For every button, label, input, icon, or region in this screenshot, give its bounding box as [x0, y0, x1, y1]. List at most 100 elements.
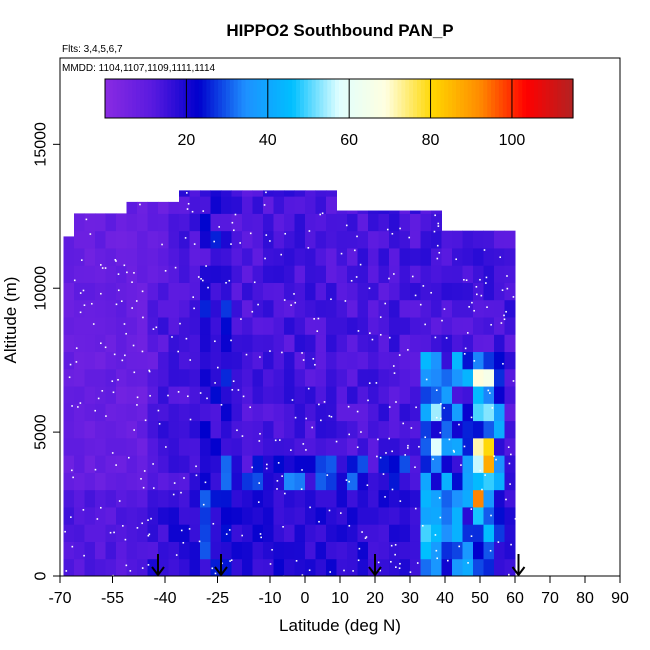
track-point	[323, 401, 326, 403]
track-point	[440, 403, 442, 405]
heatmap-cell	[504, 247, 516, 266]
heatmap-cell	[116, 420, 127, 439]
heatmap-cell	[126, 368, 138, 387]
y-tick-label: 15000	[33, 122, 50, 167]
heatmap-cell	[189, 558, 201, 577]
heatmap-cell	[504, 524, 516, 542]
heatmap-cell	[200, 190, 211, 197]
heatmap-cell	[462, 403, 474, 422]
heatmap-cell	[158, 506, 169, 525]
heatmap-cell	[473, 420, 484, 439]
heatmap-cell	[441, 506, 453, 525]
heatmap-cell	[452, 317, 463, 335]
heatmap-cell	[273, 247, 285, 266]
flights-note: Flts: 3,4,5,6,7	[62, 44, 123, 55]
heatmap-cell	[441, 265, 453, 283]
heatmap-cell	[168, 230, 180, 249]
track-point	[489, 392, 491, 394]
heatmap-cell	[305, 420, 316, 439]
heatmap-cell	[252, 506, 264, 525]
heatmap-cell	[210, 455, 222, 473]
colorbar-segment	[545, 79, 551, 118]
heatmap-cell	[273, 334, 285, 353]
heatmap-cell	[410, 334, 421, 353]
track-point	[307, 247, 310, 249]
heatmap-cell	[168, 420, 180, 439]
colorbar-segment	[510, 79, 516, 118]
heatmap-cell	[431, 386, 442, 404]
heatmap-cell	[462, 230, 474, 249]
heatmap-cell	[221, 437, 232, 456]
track-point	[94, 409, 97, 412]
heatmap-cell	[242, 265, 253, 283]
heatmap-cell	[158, 368, 169, 387]
heatmap-cell	[473, 506, 484, 525]
colorbar-segment	[471, 79, 477, 118]
colorbar-segment	[327, 79, 332, 118]
heatmap-cell	[483, 247, 495, 266]
heatmap-cell	[452, 541, 463, 560]
heatmap-cell	[63, 334, 75, 353]
heatmap-cell	[368, 210, 379, 214]
track-point	[395, 566, 397, 568]
track-point	[241, 435, 244, 437]
heatmap-cell	[357, 489, 369, 508]
heatmap-cell	[242, 317, 253, 335]
heatmap-cell	[126, 282, 138, 301]
track-point	[204, 481, 207, 484]
heatmap-cell	[315, 472, 327, 491]
heatmap-cell	[305, 368, 316, 387]
track-point	[490, 514, 492, 517]
track-point	[435, 389, 438, 392]
colorbar-tick-label: 20	[177, 132, 195, 149]
colorbar-segment	[225, 79, 231, 118]
colorbar-segment	[467, 79, 473, 118]
colorbar-segment	[339, 79, 344, 118]
heatmap-cell	[147, 247, 159, 266]
track-point	[393, 372, 396, 374]
heatmap-cell	[200, 317, 211, 335]
track-point	[114, 258, 117, 261]
colorbar-segment	[389, 79, 395, 118]
track-point	[142, 486, 145, 489]
heatmap-cell	[105, 386, 117, 404]
track-point	[257, 303, 259, 306]
track-point	[259, 533, 262, 535]
chart-title: HIPPO2 Southbound PAN_P	[226, 21, 453, 40]
heatmap-cell	[441, 472, 453, 491]
track-point	[467, 562, 469, 564]
colorbar-segment	[456, 79, 461, 118]
track-point	[260, 536, 262, 539]
track-point	[485, 282, 487, 284]
heatmap-cell	[357, 437, 369, 456]
heatmap-cell	[210, 196, 222, 214]
heatmap-cell	[273, 351, 285, 370]
heatmap-cell	[221, 489, 232, 508]
track-point	[141, 350, 144, 353]
heatmap-cell	[473, 558, 484, 577]
heatmap-cell	[263, 351, 274, 370]
heatmap-cell	[284, 213, 295, 232]
heatmap-cell	[326, 472, 337, 491]
heatmap-cell	[242, 506, 253, 525]
heatmap-cell	[221, 317, 232, 335]
track-point	[316, 330, 319, 332]
heatmap-cell	[420, 386, 432, 404]
track-point	[71, 405, 73, 407]
track-point	[465, 279, 468, 282]
heatmap-cell	[483, 265, 495, 283]
x-tick-label: -10	[258, 590, 281, 607]
heatmap-cell	[242, 403, 253, 422]
track-point	[264, 257, 266, 260]
heatmap-cell	[399, 247, 411, 266]
track-point	[464, 347, 467, 350]
colorbar-segment	[272, 79, 278, 118]
heatmap-cell	[210, 351, 222, 370]
dates-note: MMDD: 1104,1107,1109,1111,1114	[62, 63, 216, 74]
heatmap-cell	[242, 386, 253, 404]
heatmap-cell	[315, 265, 327, 283]
heatmap-cell	[179, 403, 190, 422]
colorbar-tick-label: 40	[259, 132, 277, 149]
heatmap-cell	[347, 541, 358, 560]
track-point	[357, 559, 360, 562]
